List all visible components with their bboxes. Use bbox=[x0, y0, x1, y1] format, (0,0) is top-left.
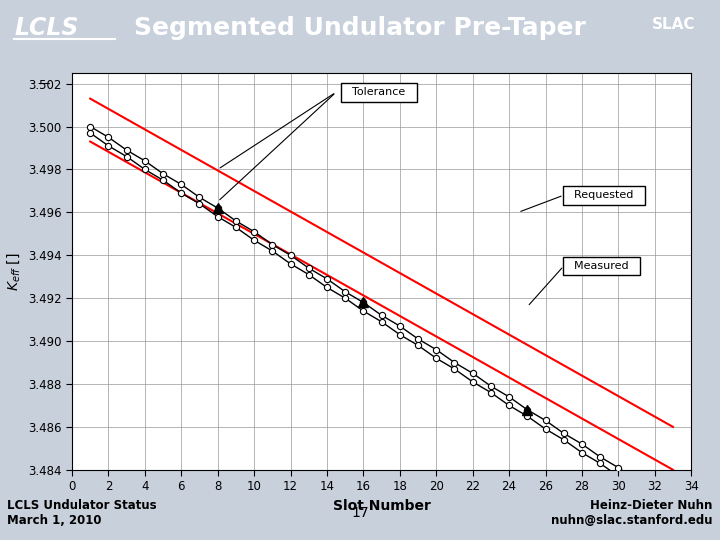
Text: —: — bbox=[37, 77, 50, 90]
Text: Requested: Requested bbox=[567, 190, 641, 200]
Text: Measured: Measured bbox=[567, 261, 636, 271]
Text: SLAC: SLAC bbox=[652, 17, 695, 32]
Y-axis label: $K_{eff}$ []: $K_{eff}$ [] bbox=[6, 252, 22, 291]
Text: 17: 17 bbox=[351, 507, 369, 520]
Text: LCLS Undulator Status
March 1, 2010: LCLS Undulator Status March 1, 2010 bbox=[7, 500, 157, 527]
Text: Segmented Undulator Pre-Taper: Segmented Undulator Pre-Taper bbox=[134, 16, 586, 40]
Text: LCLS: LCLS bbox=[14, 16, 78, 40]
X-axis label: Slot Number: Slot Number bbox=[333, 499, 431, 513]
Text: Heinz-Dieter Nuhn
nuhn@slac.stanford.edu: Heinz-Dieter Nuhn nuhn@slac.stanford.edu bbox=[552, 500, 713, 527]
Text: Tolerance: Tolerance bbox=[345, 87, 413, 97]
